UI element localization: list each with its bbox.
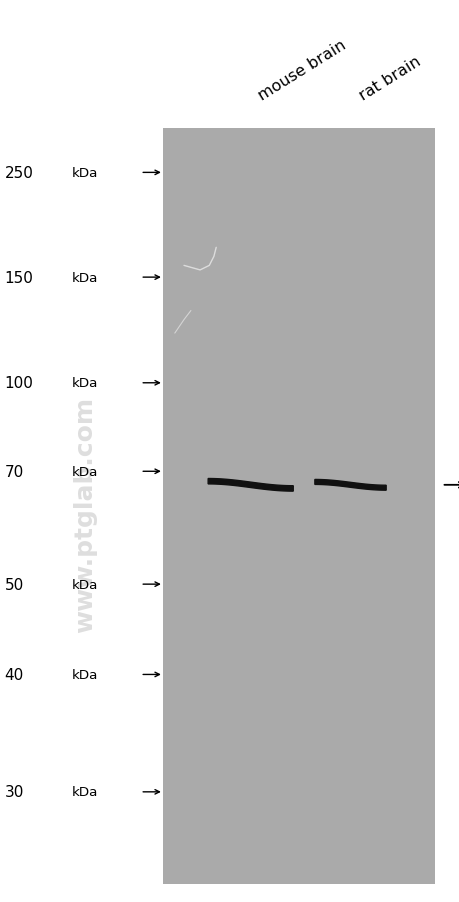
Text: mouse brain: mouse brain <box>255 38 348 104</box>
Text: 100: 100 <box>5 376 34 391</box>
Text: kDa: kDa <box>71 167 97 179</box>
Text: kDa: kDa <box>71 578 97 591</box>
Text: 40: 40 <box>5 667 24 682</box>
Bar <box>163 129 434 884</box>
Text: 70: 70 <box>5 465 24 479</box>
Text: rat brain: rat brain <box>356 54 423 104</box>
Text: 150: 150 <box>5 271 34 285</box>
Text: 50: 50 <box>5 577 24 592</box>
Text: kDa: kDa <box>71 786 97 798</box>
Text: 250: 250 <box>5 166 34 180</box>
Polygon shape <box>208 479 293 492</box>
Text: kDa: kDa <box>71 272 97 284</box>
Text: kDa: kDa <box>71 668 97 681</box>
Polygon shape <box>314 480 386 491</box>
Text: kDa: kDa <box>71 465 97 478</box>
Text: kDa: kDa <box>71 377 97 390</box>
Text: www.ptglab.com: www.ptglab.com <box>73 396 97 632</box>
Text: 30: 30 <box>5 785 24 799</box>
